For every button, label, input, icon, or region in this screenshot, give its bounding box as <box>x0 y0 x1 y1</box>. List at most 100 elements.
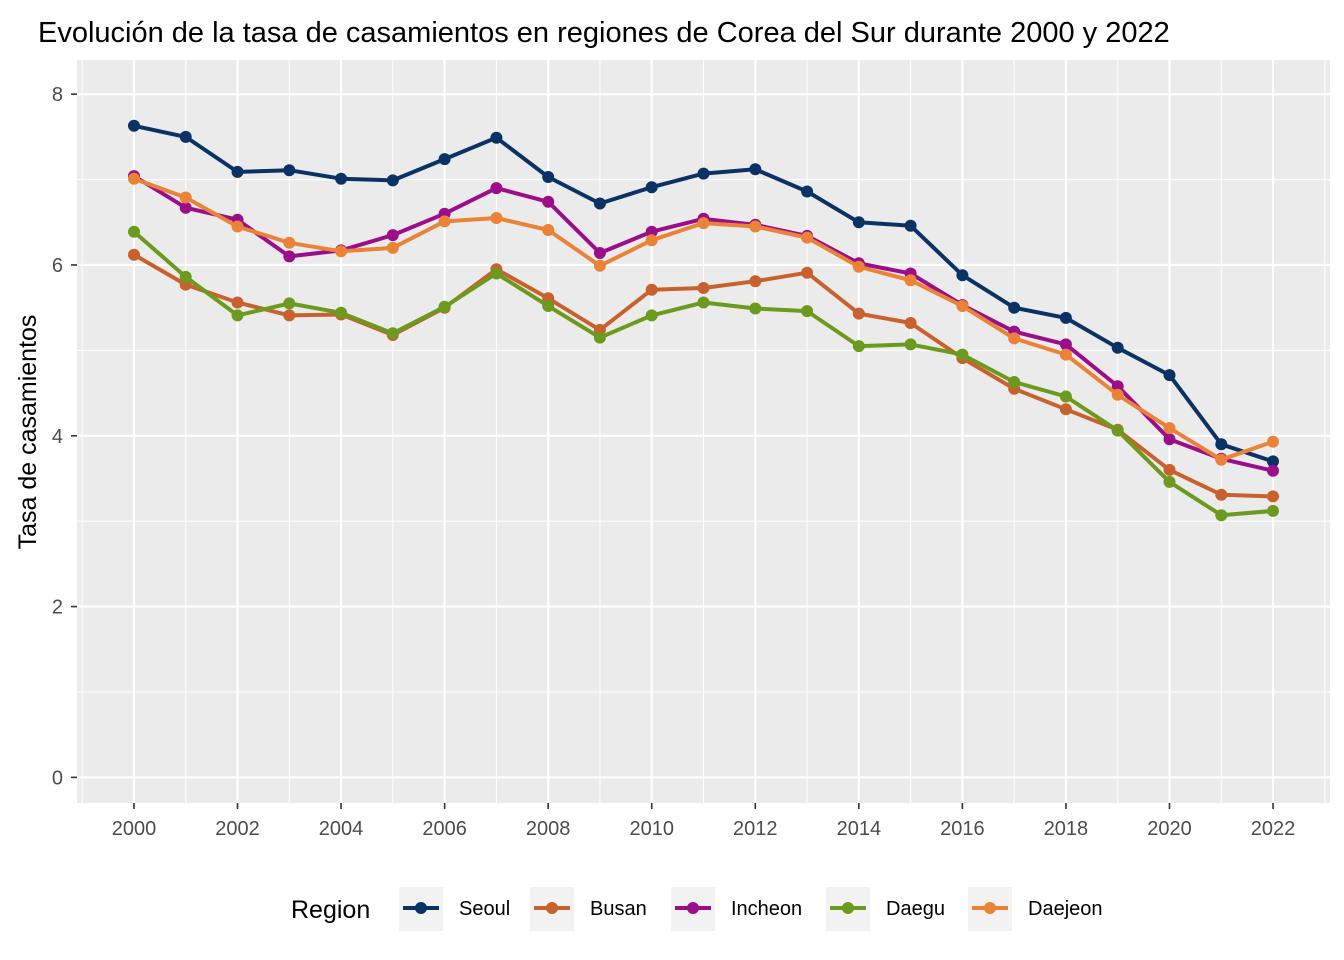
x-tick-label: 2008 <box>526 818 571 840</box>
y-tick-label: 0 <box>52 767 63 789</box>
data-point-incheon <box>1267 464 1279 477</box>
data-point-daejeon <box>749 220 762 233</box>
data-point-daejeon <box>904 274 917 287</box>
series-daegu <box>128 225 1279 522</box>
legend-key-point <box>415 902 427 914</box>
legend-label: Busan <box>590 898 647 920</box>
data-point-daejeon <box>438 215 451 228</box>
data-point-seoul <box>128 119 140 132</box>
data-point-busan <box>1267 490 1279 503</box>
data-point-daejeon <box>179 191 192 204</box>
data-point-seoul <box>801 185 814 198</box>
y-tick-label: 6 <box>52 255 63 277</box>
data-point-daejeon <box>645 234 658 247</box>
data-point-seoul <box>386 174 399 187</box>
data-point-seoul <box>1059 311 1072 324</box>
data-point-daejeon <box>956 300 969 312</box>
x-tick-label: 2022 <box>1251 818 1296 840</box>
data-point-incheon <box>490 182 503 195</box>
data-point-daejeon <box>1008 332 1021 345</box>
data-point-daejeon <box>801 231 814 244</box>
legend-label: Daejeon <box>1028 898 1103 920</box>
data-point-seoul <box>438 153 451 166</box>
x-tick-label: 2006 <box>422 818 467 840</box>
data-point-busan <box>231 296 244 309</box>
data-point-daegu <box>231 309 244 322</box>
data-point-seoul <box>593 197 606 210</box>
data-point-busan <box>697 282 710 294</box>
data-point-daejeon <box>1111 388 1124 401</box>
data-point-daejeon <box>1215 453 1228 466</box>
legend-item-daejeon: Daejeon <box>968 887 1103 931</box>
legend-item-busan: Busan <box>530 887 647 931</box>
x-tick-label: 2012 <box>733 818 778 840</box>
data-point-incheon <box>1163 433 1176 446</box>
data-point-seoul <box>852 216 865 229</box>
data-point-daegu <box>283 297 296 310</box>
data-point-seoul <box>179 130 192 143</box>
data-point-daegu <box>335 306 348 319</box>
data-point-daegu <box>852 340 865 353</box>
data-point-daejeon <box>542 224 555 236</box>
data-point-daegu <box>956 348 969 361</box>
x-tick-label: 2000 <box>112 818 157 840</box>
data-point-seoul <box>1267 455 1279 468</box>
data-point-daegu <box>179 270 192 283</box>
series-layer <box>128 119 1279 522</box>
data-point-daejeon <box>1059 348 1072 361</box>
data-point-busan <box>1163 463 1176 476</box>
data-point-daegu <box>542 300 555 312</box>
y-axis-label: Tasa de casamientos <box>14 315 42 550</box>
x-axis: 2000 2002 2004 2006 2008 2010 2012 2014 2016 2018… <box>112 803 1296 840</box>
legend-label: Incheon <box>731 898 802 920</box>
data-point-busan <box>283 309 296 322</box>
data-point-daegu <box>1215 509 1228 522</box>
y-axis: 0 2 4 6 8 <box>52 84 77 789</box>
series-daejeon <box>128 172 1279 466</box>
data-point-incheon <box>1111 380 1124 393</box>
chart-title: Evolución de la tasa de casamientos en r… <box>38 17 1170 49</box>
data-point-seoul <box>645 181 658 194</box>
y-tick-label: 8 <box>52 84 63 106</box>
legend-item-incheon: Incheon <box>671 887 802 931</box>
data-point-daegu <box>1059 390 1072 403</box>
data-point-daegu <box>128 225 140 238</box>
data-point-daejeon <box>283 236 296 249</box>
data-point-incheon <box>593 247 606 259</box>
data-point-seoul <box>749 163 762 176</box>
data-point-daejeon <box>128 172 140 185</box>
data-point-daejeon <box>697 217 710 230</box>
y-tick-label: 4 <box>52 426 63 448</box>
x-tick-label: 2020 <box>1147 818 1192 840</box>
data-point-daejeon <box>1163 422 1176 435</box>
data-point-daegu <box>801 305 814 318</box>
data-point-busan <box>852 307 865 320</box>
data-point-seoul <box>904 219 917 232</box>
data-point-daejeon <box>1267 435 1279 448</box>
data-point-incheon <box>386 229 399 242</box>
data-point-seoul <box>697 167 710 180</box>
data-point-seoul <box>490 131 503 144</box>
data-point-daegu <box>438 300 451 313</box>
x-tick-label: 2010 <box>629 818 674 840</box>
x-tick-label: 2014 <box>837 818 882 840</box>
data-point-busan <box>1059 403 1072 416</box>
data-point-daegu <box>1111 424 1124 437</box>
data-point-seoul <box>1111 341 1124 354</box>
legend-title: Region <box>291 896 370 924</box>
data-point-seoul <box>542 171 555 183</box>
data-point-daegu <box>386 327 399 340</box>
x-tick-label: 2002 <box>215 818 260 840</box>
data-point-daejeon <box>852 260 865 273</box>
data-point-incheon <box>645 225 658 238</box>
data-point-daejeon <box>231 220 244 233</box>
data-point-busan <box>801 266 814 279</box>
data-point-daejeon <box>386 241 399 254</box>
x-tick-label: 2004 <box>319 818 364 840</box>
data-point-seoul <box>956 269 969 282</box>
legend-key-point <box>842 902 854 914</box>
data-point-busan <box>645 283 658 296</box>
data-point-daejeon <box>593 259 606 272</box>
data-point-seoul <box>1215 438 1228 451</box>
